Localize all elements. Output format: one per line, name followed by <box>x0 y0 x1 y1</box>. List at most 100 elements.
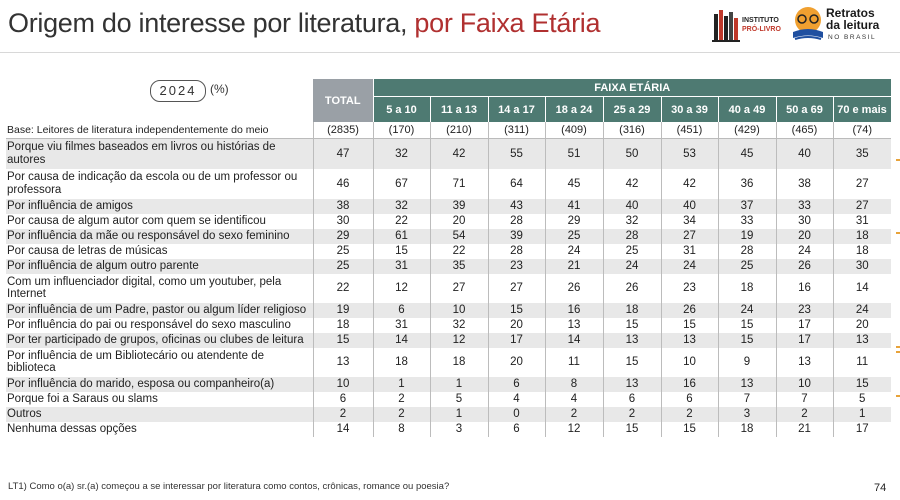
cell-value: 19 <box>717 228 776 244</box>
row-label: Por causa de letras de músicas <box>7 244 168 257</box>
age-group-6: 40 a 49 <box>718 96 777 122</box>
total-value: 22 <box>312 273 373 303</box>
cell-value: 61 <box>372 228 430 244</box>
row-label: Por ter participado de grupos, oficinas … <box>6 332 313 348</box>
cell-value: 24 <box>660 258 718 274</box>
cell-value: 25 <box>602 243 661 259</box>
age-group-row: 5 a 10 11 a 13 14 a 17 18 a 24 25 a 29 30 a 3… <box>6 96 892 122</box>
cell-value: 14 <box>372 332 430 348</box>
table-row: Nenhuma dessas opções 14 8 3 6 12 15 15 18 21 17 <box>6 421 891 437</box>
total-value: 13 <box>312 347 373 377</box>
cell-value: 43 <box>487 198 545 214</box>
table-row: Por influência de um Padre, pastor ou al… <box>6 302 891 318</box>
cell-value: 20 <box>429 213 488 229</box>
cell-value: 29 <box>544 213 603 229</box>
cell-value: 1 <box>429 406 488 422</box>
cell-value: 42 <box>660 168 718 199</box>
cell-value: 24 <box>775 243 833 259</box>
table-row: Por causa de algum autor com quem se ide… <box>6 213 891 229</box>
blank-header <box>6 79 313 122</box>
table-row: Com um influenciador digital, como um yo… <box>6 273 891 303</box>
cell-value: 36 <box>717 168 776 199</box>
cell-value: 55 <box>487 138 545 169</box>
cell-value: 64 <box>487 168 545 199</box>
cell-value: 30 <box>775 213 833 229</box>
cell-value: 32 <box>372 138 430 169</box>
row-label: Por influência de um Bibliotecário ou at… <box>7 349 265 375</box>
cell-value: 32 <box>372 198 430 214</box>
cell-value: 40 <box>775 138 833 169</box>
cell-value: 10 <box>429 302 488 318</box>
cell-value: 16 <box>544 302 603 318</box>
table-row: Por causa de letras de músicas 25 15 22 28 24… <box>6 243 891 259</box>
cell-value: 45 <box>544 168 603 199</box>
cell-value: 28 <box>717 243 776 259</box>
total-value: 19 <box>312 302 373 318</box>
cell-value: 9 <box>717 347 776 377</box>
cell-value: 27 <box>660 228 718 244</box>
cell-value: 33 <box>775 198 833 214</box>
cell-value: 0 <box>487 406 545 422</box>
cell-value: 21 <box>544 258 603 274</box>
cell-value: 31 <box>372 317 430 333</box>
books-icon <box>712 10 740 42</box>
title-main: Origem do interesse por literatura, <box>8 8 408 38</box>
cell-value: 24 <box>832 302 891 318</box>
base-value: (451) <box>660 122 718 139</box>
cell-value: 15 <box>660 317 718 333</box>
edge-mark <box>896 346 900 348</box>
table-row: Por influência do pai ou responsável do … <box>6 317 891 333</box>
cell-value: 28 <box>487 243 545 259</box>
age-group-8: 70 e mais <box>833 96 892 122</box>
row-label: Por influência da mãe ou responsável do … <box>6 228 313 244</box>
cell-value: 20 <box>832 317 891 333</box>
cell-value: 15 <box>660 421 718 437</box>
base-value: (409) <box>544 122 603 139</box>
cell-value: 21 <box>775 421 833 437</box>
cell-value: 1 <box>372 376 430 392</box>
cell-value: 18 <box>717 273 776 303</box>
age-group-2: 14 a 17 <box>488 96 546 122</box>
table-row: Por influência de amigos 38 32 39 43 41 40 40 37… <box>6 198 891 214</box>
edge-mark <box>896 232 900 234</box>
row-label: Outros <box>6 406 313 422</box>
base-value: (429) <box>717 122 776 139</box>
retratos-da-leitura-logo: Retratos da leitura NO BRASIL <box>790 4 896 46</box>
cell-value: 23 <box>775 302 833 318</box>
table-row: Porque foi a Saraus ou slams 6 2 5 4 4 6 6 7 7 5 <box>6 391 891 407</box>
cell-value: 6 <box>602 391 661 407</box>
cell-value: 17 <box>775 317 833 333</box>
table-row: Por influência da mãe ou responsável do … <box>6 228 891 244</box>
row-label: Por influência do pai ou responsável do … <box>7 318 291 331</box>
edge-mark <box>896 159 900 161</box>
cell-value: 4 <box>487 391 545 407</box>
cell-value: 50 <box>602 138 661 169</box>
footnote: LT1) Como o(a) sr.(a) começou a se inter… <box>8 481 450 492</box>
cell-value: 27 <box>832 168 891 199</box>
cell-value: 18 <box>832 228 891 244</box>
cell-value: 31 <box>372 258 430 274</box>
cell-value: 27 <box>487 273 545 303</box>
cell-value: 38 <box>775 168 833 199</box>
table-row: Por ter participado de grupos, oficinas … <box>6 332 891 348</box>
cell-value: 6 <box>487 376 545 392</box>
cell-value: 13 <box>832 332 891 348</box>
cell-value: 11 <box>544 347 603 377</box>
edge-mark <box>896 351 900 353</box>
age-group-0: 5 a 10 <box>373 96 431 122</box>
cell-value: 10 <box>660 347 718 377</box>
cell-value: 67 <box>372 168 430 199</box>
row-label: Por causa de algum autor com quem se ide… <box>7 214 266 227</box>
cell-value: 14 <box>832 273 891 303</box>
cell-value: 33 <box>717 213 776 229</box>
total-value: 25 <box>312 243 373 259</box>
base-value: (210) <box>429 122 488 139</box>
cell-value: 8 <box>372 421 430 437</box>
cell-value: 1 <box>832 406 891 422</box>
cell-value: 7 <box>775 391 833 407</box>
cell-value: 39 <box>429 198 488 214</box>
cell-value: 17 <box>487 332 545 348</box>
table-row: Por influência do marido, esposa ou comp… <box>6 376 891 392</box>
cell-value: 31 <box>660 243 718 259</box>
age-group-3: 18 a 24 <box>545 96 604 122</box>
